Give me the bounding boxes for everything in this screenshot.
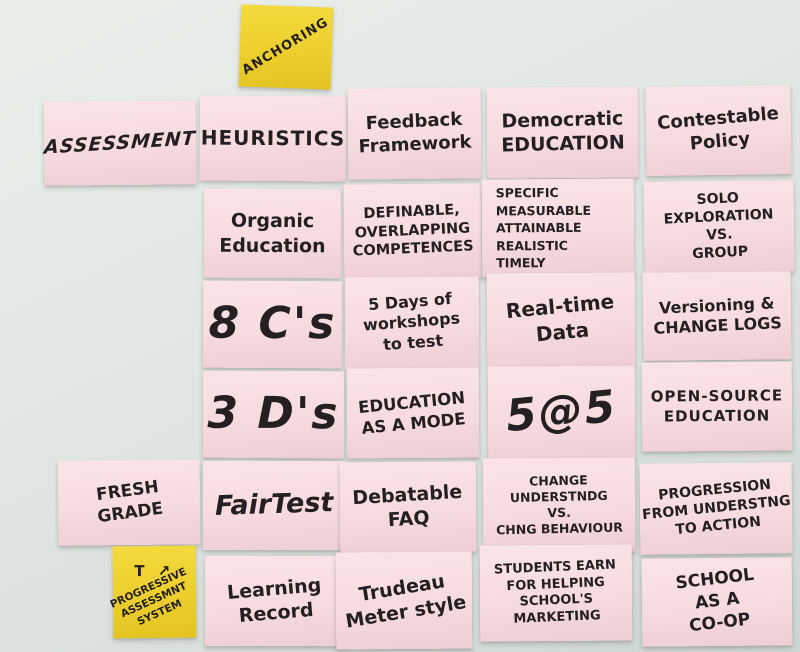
note-text: STUDENTS EARN FOR HELPING SCHOOL'S MARKE… bbox=[493, 557, 617, 627]
note-real-time-data: Real-time Data bbox=[486, 272, 636, 367]
note-solo-exploration-vs-group: SOLO EXPLORATION VS. GROUP bbox=[643, 180, 795, 273]
note-three-ds: 3 D's bbox=[202, 370, 345, 459]
note-contestable-policy: Contestable Policy bbox=[645, 84, 792, 177]
note-students-earn-marketing: STUDENTS EARN FOR HELPING SCHOOL'S MARKE… bbox=[479, 544, 633, 642]
note-learning-record: Learning Record bbox=[204, 555, 346, 647]
note-text: OPEN-SOURCE EDUCATION bbox=[650, 386, 784, 425]
note-organic-education: Organic Education bbox=[203, 188, 342, 279]
note-debatable-faq: Debatable FAQ bbox=[339, 461, 477, 553]
note-text: ANCHORING bbox=[239, 14, 332, 78]
note-change-understanding-vs-behaviour: CHANGE UNDERSTNDG VS. CHNG BEHAVIOUR bbox=[482, 457, 636, 553]
note-text: SPECIFIC MEASURABLE ATTAINABLE REALISTIC… bbox=[495, 185, 592, 271]
note-text: 3 D's bbox=[207, 387, 340, 440]
note-assessment: ASSESSMENT bbox=[43, 100, 197, 186]
note-versioning-change-logs: Versioning & CHANGE LOGS bbox=[642, 271, 792, 361]
note-text: Trudeau Meter style bbox=[344, 570, 468, 634]
note-text: 8 C's bbox=[208, 298, 337, 350]
note-text: HEURISTICS bbox=[200, 125, 346, 151]
note-text: Feedback Framework bbox=[358, 109, 472, 159]
note-progressive-assessment-system: T ↗ PROGRESSIVE ASSESSMNT SYSTEM bbox=[109, 545, 197, 639]
note-feedback-framework: Feedback Framework bbox=[347, 87, 482, 180]
note-text: DEFINABLE, OVERLAPPING COMPETENCES bbox=[352, 202, 475, 260]
note-text: ASSESSMENT bbox=[43, 127, 197, 159]
note-open-source-education: OPEN-SOURCE EDUCATION bbox=[641, 361, 793, 452]
note-trudeau-meter-style: Trudeau Meter style bbox=[335, 551, 473, 650]
note-eight-cs: 8 C's bbox=[202, 280, 343, 369]
note-text: Organic Education bbox=[219, 209, 326, 257]
note-text: Versioning & CHANGE LOGS bbox=[652, 292, 782, 338]
note-smart-criteria: SPECIFIC MEASURABLE ATTAINABLE REALISTIC… bbox=[481, 178, 635, 278]
note-education-as-a-mode: EDUCATION AS A MODE bbox=[346, 367, 480, 459]
note-anchoring: ANCHORING bbox=[238, 4, 334, 90]
note-heuristics: HEURISTICS bbox=[199, 95, 347, 182]
note-text: Real-time Data bbox=[504, 288, 615, 346]
note-school-as-a-coop: SCHOOL AS A CO-OP bbox=[641, 557, 793, 647]
note-text: PROGRESSION FROM UNDERSTNG TO ACTION bbox=[640, 476, 791, 538]
note-five-days-of-workshops: 5 Days of workshops to test bbox=[344, 276, 480, 370]
note-text: Contestable Policy bbox=[655, 103, 780, 155]
note-text: FairTest bbox=[214, 487, 334, 523]
note-text: 5 Days of workshops to test bbox=[362, 289, 462, 355]
note-text: 5@5 bbox=[503, 381, 620, 443]
note-definable-overlapping-competences: DEFINABLE, OVERLAPPING COMPETENCES bbox=[343, 183, 482, 279]
note-fairtest: FairTest bbox=[202, 460, 346, 551]
note-text: EDUCATION AS A MODE bbox=[357, 387, 467, 438]
note-text: SOLO EXPLORATION VS. GROUP bbox=[663, 189, 774, 262]
note-text: Learning Record bbox=[226, 573, 322, 628]
note-text: SCHOOL AS A CO-OP bbox=[674, 565, 755, 637]
note-text: CHANGE UNDERSTNDG VS. CHNG BEHAVIOUR bbox=[495, 472, 624, 538]
note-fresh-grade: FRESH GRADE bbox=[57, 459, 201, 546]
note-text: Debatable FAQ bbox=[351, 480, 463, 532]
note-democratic-education: Democratic EDUCATION bbox=[486, 86, 639, 179]
note-text: Democratic EDUCATION bbox=[500, 107, 625, 158]
note-five-at-five: 5@5 bbox=[487, 365, 636, 460]
note-text: FRESH GRADE bbox=[94, 476, 165, 527]
note-progression-understanding-to-action: PROGRESSION FROM UNDERSTNG TO ACTION bbox=[639, 462, 793, 555]
